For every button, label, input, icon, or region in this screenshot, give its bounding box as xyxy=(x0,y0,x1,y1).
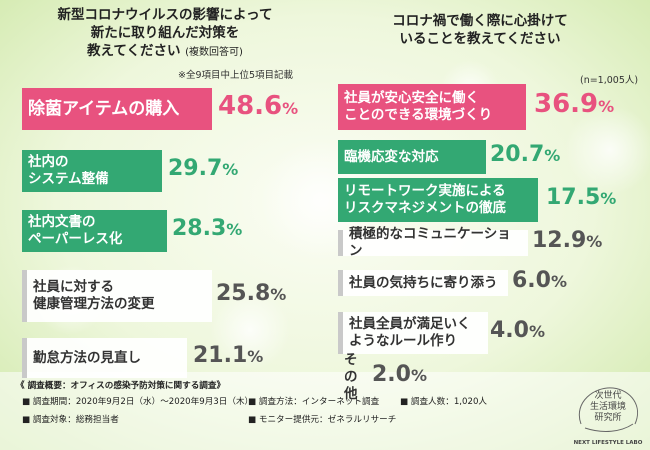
category-text: 社員全員が満足いく ようなルール作り xyxy=(349,316,471,349)
lab-logo-icon xyxy=(578,387,638,432)
category-text: 社内文書の ペーパーレス化 xyxy=(28,214,123,247)
category-label: 積極的なコミュニケーション xyxy=(338,226,528,259)
category-label: 社員が安心安全に働く ことのできる環境づくり xyxy=(338,84,526,130)
category-label: 除菌アイテムの購入 xyxy=(22,88,212,130)
category-text: その他 xyxy=(344,351,358,402)
category-text: 社員が安心安全に働く ことのできる環境づくり xyxy=(344,90,493,123)
category-text: 社内の システム整備 xyxy=(28,154,109,187)
survey-method: ■ 調査方法：インターネット調査 xyxy=(248,397,380,407)
category-label: 社内文書の ペーパーレス化 xyxy=(22,210,167,252)
category-text: 積極的なコミュニケーション xyxy=(349,226,511,259)
category-text: 社員に対する 健康管理方法の変更 xyxy=(33,279,155,312)
data-value-label: 48.6% xyxy=(218,91,299,121)
data-value-label: 4.0% xyxy=(490,318,546,343)
data-value-label: 2.0% xyxy=(372,362,428,387)
data-value-label: 36.9% xyxy=(534,89,615,119)
sample-size-note: (n=1,005人) xyxy=(580,75,639,86)
survey-title: 《 調査概要：オフィスの感染予防対策に関する調査》 xyxy=(16,381,226,391)
category-label: リモートワーク実施による リスクマネジメントの徹底 xyxy=(338,178,538,222)
data-value-label: 21.1% xyxy=(193,343,264,368)
survey-period: ■ 調査期間：2020年9月2日（水）～2020年9月3日（木） xyxy=(22,397,254,407)
category-label: 臨機応変な対応 xyxy=(338,140,486,174)
category-text: 勤怠方法の見直し xyxy=(33,349,141,366)
category-label: 社員全員が満足いく ようなルール作り xyxy=(338,312,488,354)
category-text: 臨機応変な対応 xyxy=(344,148,439,165)
data-value-label: 6.0% xyxy=(512,268,568,293)
category-label: 社員に対する 健康管理方法の変更 xyxy=(22,270,212,322)
category-label: 勤怠方法の見直し xyxy=(22,338,187,378)
data-value-label: 29.7% xyxy=(168,156,239,181)
data-value-label: 20.7% xyxy=(490,142,561,167)
category-text: 除菌アイテムの購入 xyxy=(28,98,180,119)
logo-text: 次世代 生活環境 研究所 xyxy=(589,391,626,423)
survey-target: ■ 調査対象：総務担当者 xyxy=(22,415,119,425)
survey-provider: ■ モニター提供元：ゼネラルリサーチ xyxy=(248,415,397,425)
category-text: リモートワーク実施による リスクマネジメントの徹底 xyxy=(344,183,506,216)
data-value-label: 12.9% xyxy=(532,228,603,253)
left-question: 新型コロナウイルスの影響によって 新たに取り組んだ対策を 教えてください (複数… xyxy=(57,7,273,59)
category-label: その他 xyxy=(338,352,368,402)
category-label: 社内の システム整備 xyxy=(22,150,162,192)
right-question: コロナ禍で働く際に心掛けて いることを教えてください xyxy=(392,13,568,47)
logo-english-text: NEXT LIFESTYLE LABO xyxy=(573,440,643,446)
survey-count: ■ 調査人数：1,020人 xyxy=(400,397,488,407)
category-label: 社員の気持ちに寄り添う xyxy=(338,270,508,296)
left-note: ※全9項目中上位5項目記載 xyxy=(178,70,294,81)
data-value-label: 17.5% xyxy=(546,185,617,210)
category-text: 社員の気持ちに寄り添う xyxy=(349,274,498,291)
data-value-label: 28.3% xyxy=(172,216,243,241)
data-value-label: 25.8% xyxy=(216,281,287,306)
